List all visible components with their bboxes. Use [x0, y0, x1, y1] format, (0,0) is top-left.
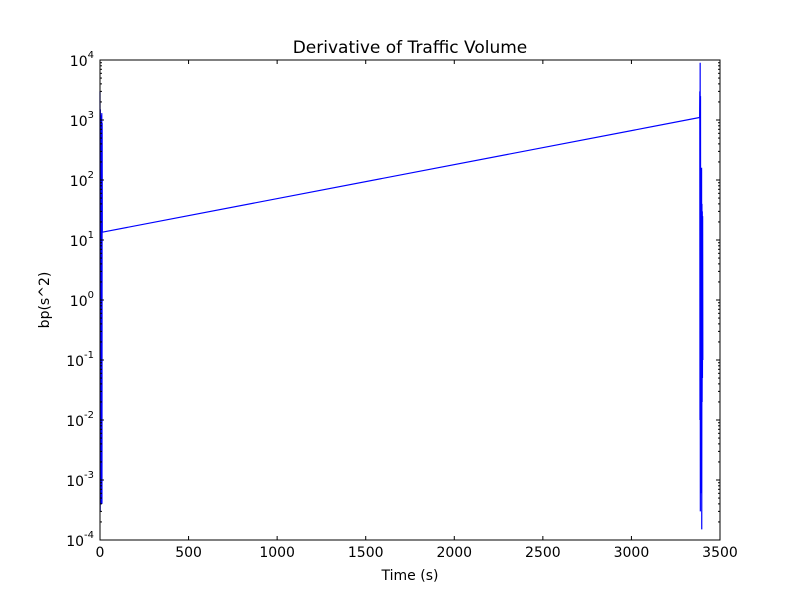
y-tick-label-base: 10 [66, 474, 84, 490]
y-tick-label-exponent: -1 [84, 350, 94, 361]
y-tick-label: 100 [70, 290, 94, 310]
y-tick-label: 10-4 [66, 530, 94, 550]
y-tick-label-exponent: 1 [88, 230, 94, 241]
y-tick-label: 10-3 [66, 470, 94, 490]
x-axis-label: Time (s) [381, 568, 439, 584]
x-tick-label: 1500 [348, 545, 384, 561]
y-tick-label-exponent: -4 [84, 530, 94, 541]
y-tick-label-exponent: -2 [84, 410, 94, 421]
x-tick-label: 2500 [525, 545, 561, 561]
y-tick-label-exponent: -3 [84, 470, 94, 481]
y-tick-label: 10-2 [66, 410, 94, 430]
x-tick-label: 3000 [614, 545, 650, 561]
ticks-layer [99, 59, 721, 541]
y-tick-label: 103 [70, 110, 94, 130]
chart-title: Derivative of Traffic Volume [293, 38, 528, 58]
y-tick-label-exponent: 2 [88, 170, 94, 181]
y-axis-label: bp(s^2) [37, 272, 53, 329]
y-tick-label-base: 10 [70, 114, 88, 130]
y-tick-label: 101 [70, 230, 94, 250]
y-tick-label: 102 [70, 170, 94, 190]
y-tick-label-exponent: 0 [88, 290, 94, 301]
series-line-0 [99, 62, 704, 530]
y-tick-label-base: 10 [70, 234, 88, 250]
y-tick-label-base: 10 [70, 294, 88, 310]
x-tick-label: 0 [96, 545, 105, 561]
y-tick-label: 104 [70, 50, 94, 70]
x-tick-label: 1000 [259, 545, 295, 561]
x-tick-labels: 0 500 1000 1500 2000 2500 3000 3500 [96, 545, 738, 561]
y-tick-label-base: 10 [66, 414, 84, 430]
y-tick-label-base: 10 [70, 174, 88, 190]
x-tick-label: 500 [175, 545, 202, 561]
x-tick-label: 3500 [702, 545, 738, 561]
y-tick-label-exponent: 3 [88, 110, 94, 121]
x-tick-label: 2000 [436, 545, 472, 561]
y-tick-label: 10-1 [66, 350, 94, 370]
y-tick-label-base: 10 [70, 54, 88, 70]
y-tick-label-base: 10 [66, 534, 84, 550]
y-tick-label-exponent: 4 [88, 50, 94, 61]
series-layer [99, 62, 704, 530]
y-tick-label-base: 10 [66, 354, 84, 370]
